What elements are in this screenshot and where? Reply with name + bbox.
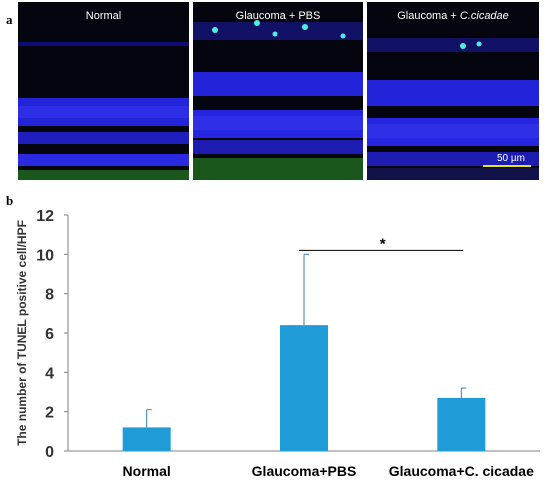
category-label-0: Normal: [123, 463, 171, 479]
panel-a-label: a: [6, 12, 13, 27]
tunel-bar-chart: 0 2 4 6 8 10 12 The number of TUNEL positive ce…: [15, 208, 540, 479]
micrograph-glaucoma-pbs: Glaucoma + PBS: [193, 2, 363, 180]
micrograph-normal: Normal: [18, 2, 189, 180]
retina-section-glaucoma-pbs: [193, 2, 363, 180]
chart-labels: 0 2 4 6 8 10 12 The number of TUNEL positive ce…: [15, 208, 534, 479]
retina-section-normal: [18, 2, 189, 180]
micrograph-title-glaucoma-cicadae: Glaucoma + C.cicadae: [397, 10, 509, 22]
micrograph-glaucoma-cicadae: Glaucoma + C.cicadae 50 µm: [367, 2, 539, 180]
y-tick-label: 0: [45, 444, 54, 461]
panel-b-label: b: [6, 193, 14, 208]
bar-0: [122, 427, 171, 451]
y-tick-label: 8: [45, 287, 54, 304]
significance-label: *: [380, 235, 386, 252]
y-tick-label: 6: [45, 326, 54, 343]
category-label-1: Glaucoma+PBS: [252, 463, 357, 479]
y-tick-label: 4: [45, 365, 54, 382]
bar-2: [437, 397, 486, 451]
y-tick-label: 10: [36, 247, 54, 264]
micrograph-title-glaucoma-pbs: Glaucoma + PBS: [235, 10, 321, 22]
y-tick-label: 12: [36, 208, 54, 225]
category-label-2: Glaucoma+C. cicadae: [389, 463, 534, 479]
scale-bar: [483, 165, 531, 167]
micrograph-title-normal: Normal: [85, 10, 122, 22]
y-tick-label: 2: [45, 405, 54, 422]
y-axis-title: The number of TUNEL positive cell/HPF: [15, 220, 29, 446]
scale-bar-label: 50 µm: [497, 153, 525, 164]
retina-section-glaucoma-cicadae: [367, 2, 539, 180]
bar-1: [280, 325, 328, 451]
chart-bars: [122, 249, 486, 451]
